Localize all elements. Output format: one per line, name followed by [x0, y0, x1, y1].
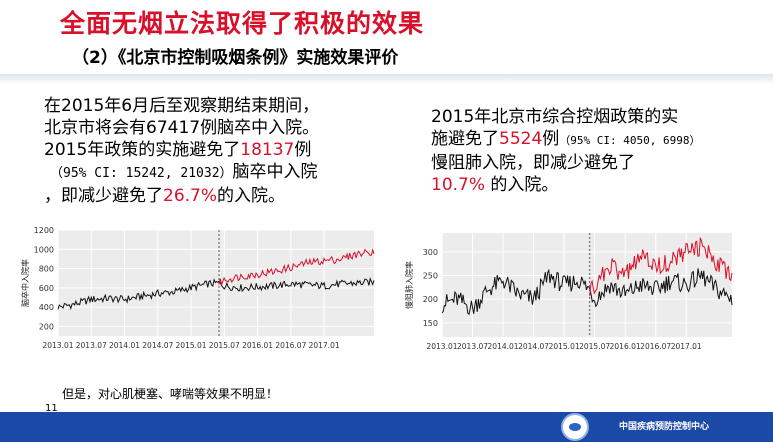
left-line-3-tail: 例 [294, 140, 312, 160]
page-number: 11 [45, 403, 58, 414]
x-tick-label: 2013.01 [426, 342, 457, 351]
stroke-confidence-interval: （95% CI: 15242, 21032） [50, 166, 233, 181]
stroke-reduction-percent: 26.7% [163, 186, 218, 206]
copd-confidence-interval: （95% CI: 4050, 6998） [559, 134, 701, 147]
chart-svg: 150 200 250 300 2013.01 2013.07 2014.01 2014.07… [404, 233, 733, 351]
footnote: 但是，对心肌梗塞、哮喘等效果不明显！ [62, 387, 279, 401]
footer-organization: 中国疾病预防控制中心 [619, 422, 710, 432]
right-line-2-text: 施避免了 [431, 129, 499, 149]
x-tick-label: 2016.01 [242, 341, 273, 350]
y-tick-label: 1000 [34, 245, 54, 254]
series-line-observed [589, 236, 733, 296]
left-line-4-tail: 脑卒中入院 [232, 162, 318, 182]
left-line-3-text: 2015年政策的实施避免了 [44, 140, 241, 160]
y-axis-label: 脑卒中入院率 [20, 259, 30, 307]
series-line-counterfactual [441, 268, 733, 316]
x-tick-label: 2014.07 [142, 341, 173, 350]
left-line-1: 在2015年6月后至观察期结束期间， [44, 95, 319, 117]
plot-area [58, 230, 374, 336]
cdc-logo-icon [561, 413, 589, 441]
y-tick-label: 150 [423, 319, 438, 328]
y-tick-label: 250 [423, 272, 438, 281]
left-line-2-text: 北京市将会有 [44, 118, 146, 138]
right-line-4-tail: 的入院。 [485, 175, 559, 195]
copd-reduction-percent: 10.7% [431, 175, 486, 195]
right-line-3-text: 慢阻肺入院，即减少避免了 [431, 153, 635, 173]
left-line-5: ，即减少避免了26.7%的入院。 [44, 185, 319, 207]
copd-admission-chart: 150 200 250 300 2013.01 2013.07 2014.01 2014.07… [402, 227, 738, 359]
right-line-2-unit: 例 [542, 129, 560, 149]
right-line-1-text: 2015年北京市综合控烟政策的实 [431, 107, 679, 127]
right-line-1: 2015年北京市综合控烟政策的实 [431, 106, 700, 128]
x-tick-label: 2015.07 [579, 342, 610, 351]
stroke-admission-chart: 200 400 600 800 1000 1200 2013.01 2013.07 2014.0… [18, 224, 380, 358]
x-tick-label: 2016.07 [640, 342, 671, 351]
slide-title: 全面无烟立法取得了积极的效果 [60, 9, 425, 38]
y-tick-label: 600 [39, 284, 54, 293]
left-line-3: 2015年政策的实施避免了18137例 [44, 139, 319, 161]
x-tick-label: 2015.07 [209, 341, 240, 350]
x-tick-label: 2014.01 [109, 341, 140, 350]
y-tick-label: 400 [39, 303, 54, 312]
copd-avoided-count: 5524 [499, 129, 543, 149]
x-tick-label: 2014.01 [488, 342, 519, 351]
x-tick-label: 2017.01 [671, 342, 702, 351]
y-axis-label: 慢阻肺入院率 [404, 261, 414, 309]
left-line-2-tail: 例脑卒中入院。 [200, 118, 320, 138]
right-line-2: 施避免了5524例（95% CI: 4050, 6998） [431, 128, 700, 152]
y-tick-label: 300 [423, 248, 438, 257]
left-paragraph: 在2015年6月后至观察期结束期间， 北京市将会有67417例脑卒中入院。 20… [44, 95, 319, 207]
x-tick-label: 2013.07 [457, 342, 488, 351]
slide-subtitle: （2）《北京市控制吸烟条例》实施效果评价 [72, 48, 399, 68]
x-tick-label: 2015.01 [549, 342, 580, 351]
y-tick-label: 1200 [34, 226, 54, 235]
header-divider [0, 74, 773, 84]
x-tick-label: 2016.01 [610, 342, 641, 351]
left-line-1-text: 在2015年6月后至观察期结束期间， [44, 96, 320, 116]
right-line-4: 10.7% 的入院。 [431, 174, 700, 196]
y-tick-label: 200 [39, 322, 54, 331]
left-line-5-text: ，即减少避免了 [44, 186, 163, 206]
footer-bar [0, 412, 773, 442]
x-tick-label: 2013.01 [42, 341, 73, 350]
right-line-3: 慢阻肺入院，即减少避免了 [431, 152, 700, 174]
stroke-avoided-count: 18137 [240, 140, 295, 160]
y-tick-label: 200 [423, 295, 438, 304]
stroke-total-admissions: 67417 [146, 118, 201, 138]
x-tick-label: 2016.07 [275, 341, 306, 350]
x-tick-label: 2015.01 [176, 341, 207, 350]
left-line-5-tail: 的入院。 [217, 186, 286, 206]
series-line-observed [218, 248, 375, 287]
x-tick-label: 2017.01 [309, 341, 340, 350]
x-tick-label: 2014.07 [518, 342, 549, 351]
left-line-4: （95% CI: 15242, 21032）脑卒中入院 [44, 161, 319, 185]
left-line-2: 北京市将会有67417例脑卒中入院。 [44, 117, 319, 139]
right-paragraph: 2015年北京市综合控烟政策的实 施避免了5524例（95% CI: 4050,… [431, 106, 700, 196]
plot-area [442, 233, 732, 337]
y-tick-label: 800 [39, 265, 54, 274]
series-line-counterfactual [57, 276, 375, 310]
x-tick-label: 2013.07 [76, 341, 107, 350]
